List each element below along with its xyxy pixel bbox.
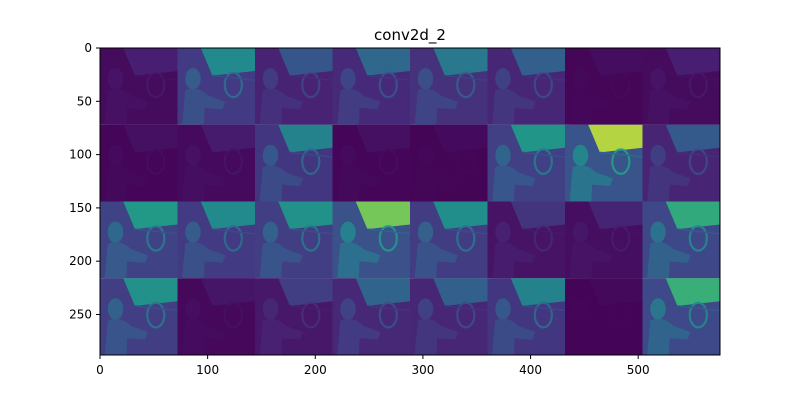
x-tick-label: 200: [304, 363, 327, 377]
x-tick-label: 400: [519, 363, 542, 377]
feature-map-tile: [410, 124, 488, 202]
y-axis: 0 50 100 150 200 250: [69, 41, 100, 321]
feature-map-tile: [487, 48, 566, 125]
feature-map-tile: [332, 124, 411, 202]
feature-map-tile: [487, 124, 566, 202]
y-tick-label: 250: [69, 307, 92, 321]
feature-map-tile: [410, 278, 488, 355]
feature-map-tile: [565, 201, 643, 279]
feature-map-tile: [100, 201, 178, 279]
feature-map-tile: [487, 201, 566, 279]
feature-map-tile: [565, 48, 643, 125]
feature-map-tile: [332, 48, 411, 125]
feature-map-tile: [100, 48, 178, 125]
x-tick-label: 100: [196, 363, 219, 377]
feature-map-tile: [100, 278, 178, 355]
x-axis: 0 100 200 300 400 500: [96, 355, 650, 377]
feature-map-tile: [410, 48, 488, 125]
y-tick-label: 100: [69, 148, 92, 162]
y-tick-label: 50: [77, 94, 92, 108]
feature-map-tile: [642, 124, 720, 202]
feature-map-tile: [487, 278, 566, 355]
feature-map-tile: [255, 201, 333, 279]
feature-map-tile: [332, 201, 411, 279]
feature-map-grid: [100, 48, 720, 355]
y-tick-label: 150: [69, 201, 92, 215]
y-tick-label: 200: [69, 254, 92, 268]
plot-frame: [99, 47, 721, 356]
x-tick-label: 500: [627, 363, 650, 377]
feature-map-tile: [255, 48, 333, 125]
feature-map-tile: [642, 201, 720, 279]
feature-map-tile: [642, 48, 720, 125]
feature-map-tile: [177, 124, 256, 202]
feature-map-tile: [565, 124, 643, 202]
feature-map-tile: [565, 278, 643, 355]
feature-map-tile: [410, 201, 488, 279]
feature-map-tile: [255, 278, 333, 355]
feature-map-tile: [255, 124, 333, 202]
feature-map-tile: [177, 48, 256, 125]
feature-map-tile: [177, 201, 256, 279]
feature-map-tile: [642, 278, 720, 355]
y-tick-label: 0: [84, 41, 92, 55]
x-tick-label: 300: [411, 363, 434, 377]
chart-title: conv2d_2: [374, 26, 446, 45]
feature-map-tile: [100, 124, 178, 202]
feature-map-tile: [177, 278, 256, 355]
x-tick-label: 0: [96, 363, 104, 377]
feature-map-tile: [332, 278, 411, 355]
